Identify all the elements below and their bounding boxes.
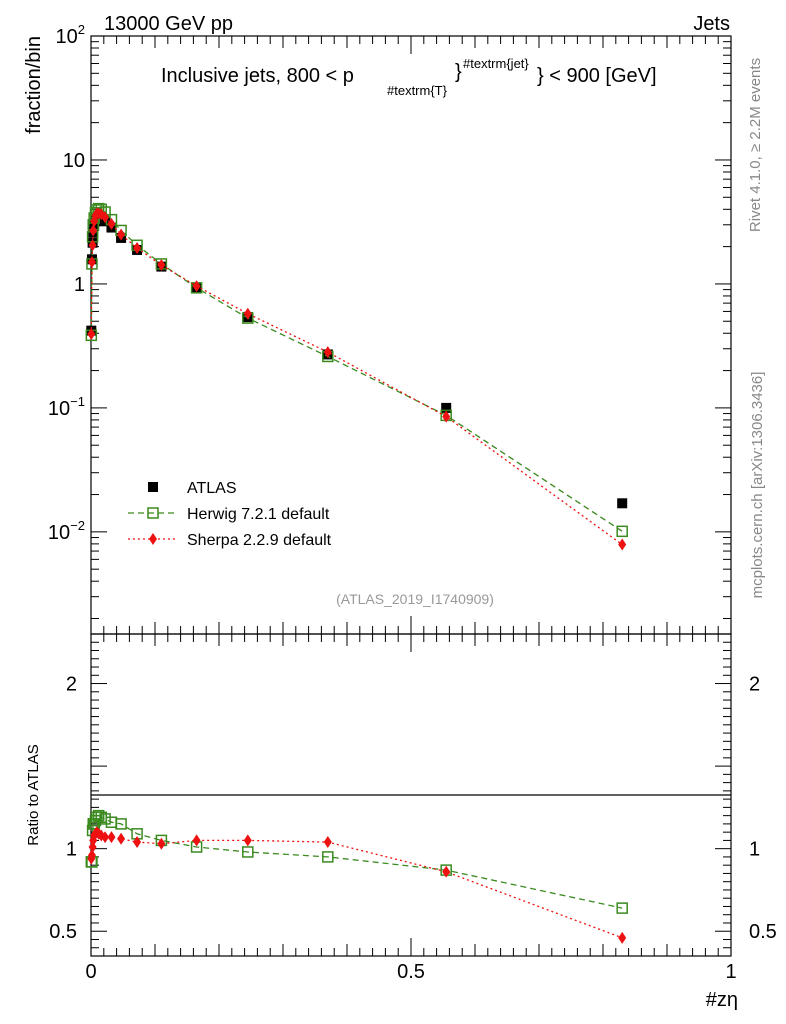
herwig-point xyxy=(616,525,628,538)
analysis-id-label: (ATLAS_2019_I1740909) xyxy=(336,591,494,607)
sherpa-ratio-point xyxy=(87,849,96,862)
sherpa-legend-marker xyxy=(149,533,157,545)
ratio-y-tick-label: 2 xyxy=(66,674,77,696)
sherpa-point xyxy=(323,346,332,359)
herwig-ratio-point xyxy=(322,851,334,863)
herwig-line xyxy=(90,207,623,532)
sherpa-point xyxy=(117,228,126,241)
sherpa-ratio-point xyxy=(323,836,332,849)
chart-title-sub: #textrm{T} xyxy=(387,83,448,98)
sherpa-point xyxy=(87,327,96,340)
sherpa-line xyxy=(90,212,623,546)
main-series-group xyxy=(85,202,628,551)
herwig-ratio-point xyxy=(616,902,628,914)
sherpa-point xyxy=(87,256,96,269)
ratio-y-tick-label-right: 0.5 xyxy=(749,921,777,943)
sherpa-point xyxy=(618,538,627,551)
ratio-y-tick-label-right: 2 xyxy=(749,674,760,696)
y-tick-label: 10−2 xyxy=(48,518,85,544)
sherpa-ratio-point xyxy=(117,832,126,845)
ratio-y-tick-label-right: 1 xyxy=(749,839,760,861)
sherpa-point xyxy=(107,217,116,230)
mcplots-label: mcplots.cern.ch [arXiv:1306.3436] xyxy=(749,372,766,599)
herwig-ratio-point xyxy=(115,818,127,830)
sherpa-ratio-point xyxy=(101,831,110,844)
sherpa-point xyxy=(157,259,166,272)
sherpa-ratio-point xyxy=(618,931,627,944)
ratio-y-tick-label: 0.5 xyxy=(49,921,77,943)
ratio-y-axis-label: Ratio to ATLAS xyxy=(25,744,42,845)
header-collision-label: 13000 GeV pp xyxy=(104,13,233,35)
atlas-point xyxy=(617,498,628,509)
x-tick-label: 0.5 xyxy=(397,961,425,983)
ratio-series-group xyxy=(85,809,628,944)
legend: ATLAS Herwig 7.2.1 default Sherpa 2.2.9 de… xyxy=(128,480,332,549)
chart-title-prefix: Inclusive jets, 800 < p xyxy=(161,65,354,87)
sherpa-point xyxy=(442,410,451,423)
atlas-legend-marker xyxy=(148,482,158,492)
herwig-ratio-point xyxy=(99,813,111,825)
sherpa-point xyxy=(243,307,252,320)
herwig-ratio-line xyxy=(91,814,623,909)
sherpa-legend-label: Sherpa 2.2.9 default xyxy=(187,532,332,549)
sherpa-point xyxy=(89,224,98,237)
herwig-legend-marker xyxy=(147,507,159,519)
chart-title-suffix: } < 900 [GeV] xyxy=(537,65,657,87)
y-tick-label: 1 xyxy=(74,274,85,296)
chart-title: Inclusive jets, 800 < p #textrm{T} } #te… xyxy=(161,56,657,98)
sherpa-ratio-point xyxy=(192,834,201,847)
atlas-legend-label: ATLAS xyxy=(187,480,237,497)
axis-tick-labels: 10−2 10−1 1 10 102 0 0.5 1 0.5 0.5 1 1 2 2 xyxy=(48,22,777,983)
sherpa-ratio-point xyxy=(133,836,142,849)
y-tick-label: 10−1 xyxy=(48,394,85,420)
y-axis-label: fraction/bin xyxy=(23,36,45,134)
x-axis-label: #zη xyxy=(706,989,738,1011)
ratio-y-tick-label: 1 xyxy=(66,839,77,861)
sherpa-point xyxy=(88,239,97,252)
x-tick-label: 1 xyxy=(725,961,736,983)
sherpa-point xyxy=(133,241,142,254)
herwig-legend-label: Herwig 7.2.1 default xyxy=(187,506,330,523)
chart-title-sup: #textrm{jet} xyxy=(463,56,529,71)
chart-title-brace: } xyxy=(455,61,462,83)
herwig-ratio-point xyxy=(92,809,105,822)
header-process-label: Jets xyxy=(693,13,730,35)
y-tick-label: 102 xyxy=(56,22,85,48)
sherpa-point xyxy=(101,211,110,224)
axis-ticks xyxy=(90,35,732,956)
y-tick-label: 10 xyxy=(63,150,85,172)
sherpa-ratio-point xyxy=(157,837,166,850)
herwig-ratio-point xyxy=(242,846,254,858)
x-tick-label: 0 xyxy=(85,961,96,983)
sherpa-ratio-line xyxy=(90,831,623,939)
rivet-version-label: Rivet 4.1.0, ≥ 2.2M events xyxy=(747,58,764,232)
sherpa-ratio-point xyxy=(243,834,252,847)
sherpa-ratio-point xyxy=(107,831,116,844)
sherpa-ratio-point xyxy=(442,865,451,878)
atlas-point xyxy=(441,402,452,413)
sherpa-point xyxy=(192,280,201,293)
